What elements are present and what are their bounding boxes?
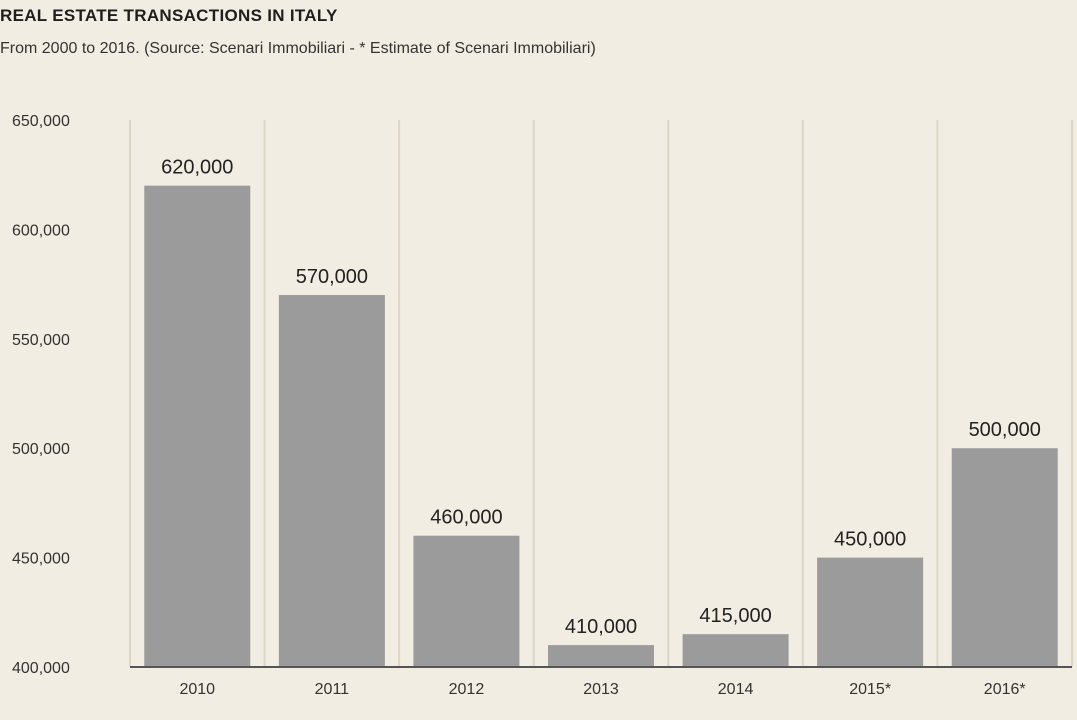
x-tick-label: 2016* xyxy=(984,681,1026,698)
bar xyxy=(682,634,789,667)
bar xyxy=(278,295,385,667)
bars xyxy=(144,185,1058,667)
y-axis-ticks: 400,000 450,000 500,000 550,000 600,000 650,0… xyxy=(12,113,70,677)
bar xyxy=(144,185,251,667)
data-label: 620,000 xyxy=(161,157,233,179)
x-tick-label: 2014 xyxy=(718,681,754,698)
data-label: 500,000 xyxy=(969,419,1041,441)
bar xyxy=(817,557,924,667)
data-label: 460,000 xyxy=(430,507,502,529)
x-tick-label: 2010 xyxy=(179,681,215,698)
y-tick-label: 600,000 xyxy=(12,222,70,239)
x-tick-label: 2012 xyxy=(449,681,485,698)
y-tick-label: 500,000 xyxy=(12,441,70,458)
y-tick-label: 450,000 xyxy=(12,551,70,568)
y-tick-label: 650,000 xyxy=(12,113,70,130)
bar xyxy=(951,448,1058,667)
x-tick-label: 2013 xyxy=(583,681,619,698)
chart-title: REAL ESTATE TRANSACTIONS IN ITALY xyxy=(0,6,338,25)
bar xyxy=(548,645,654,667)
data-label: 410,000 xyxy=(565,616,637,638)
y-tick-label: 550,000 xyxy=(12,332,70,349)
data-label: 450,000 xyxy=(834,529,906,551)
data-label: 570,000 xyxy=(296,266,368,288)
data-label: 415,000 xyxy=(699,605,771,627)
chart-subtitle: From 2000 to 2016. (Source: Scenari Immo… xyxy=(0,40,596,57)
data-labels: 620,000 570,000 460,000 410,000 415,000 450,0… xyxy=(161,157,1041,638)
x-axis-ticks: 2010 2011 2012 2013 2014 2015* 2016* xyxy=(179,681,1025,698)
bar xyxy=(413,535,520,667)
grid-lines xyxy=(129,120,1073,667)
x-tick-label: 2011 xyxy=(315,681,350,698)
x-tick-label: 2015* xyxy=(849,681,891,698)
y-tick-label: 400,000 xyxy=(12,660,70,677)
